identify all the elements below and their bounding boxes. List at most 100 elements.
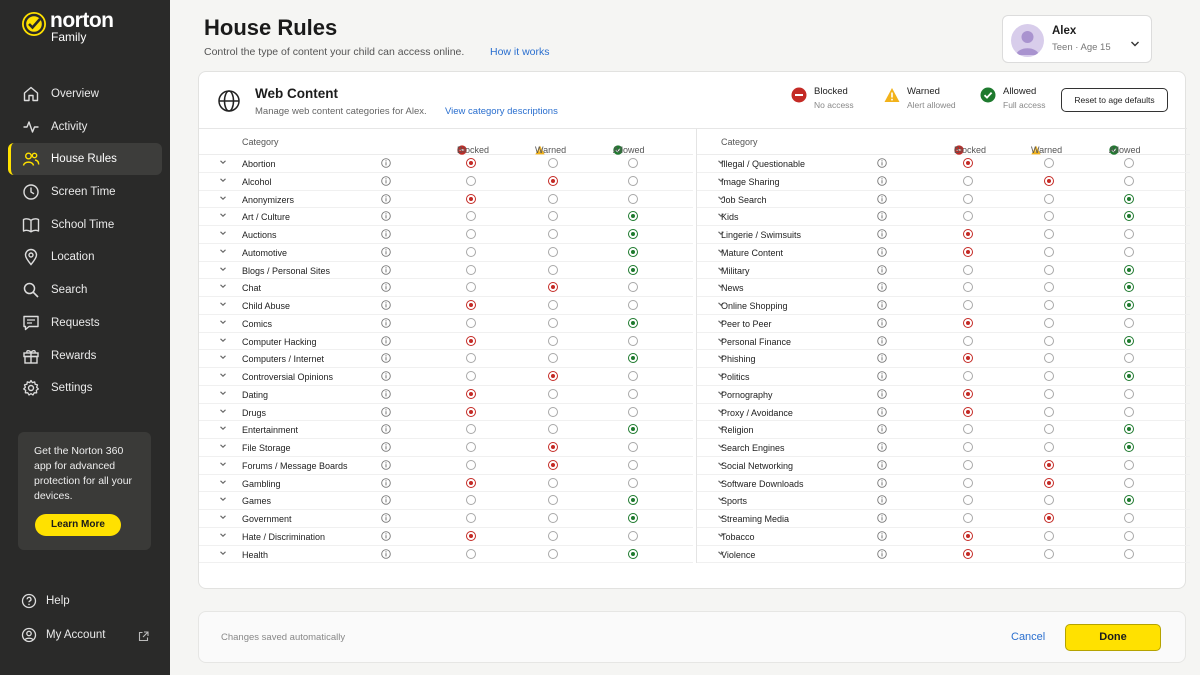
info-icon[interactable] (381, 211, 391, 221)
radio-allowed[interactable] (628, 478, 638, 488)
info-icon[interactable] (381, 513, 391, 523)
info-icon[interactable] (877, 247, 887, 257)
radio-allowed[interactable] (1124, 424, 1134, 434)
radio-warned[interactable] (548, 513, 558, 523)
radio-blocked[interactable] (963, 442, 973, 452)
radio-allowed[interactable] (628, 211, 638, 221)
radio-blocked[interactable] (466, 407, 476, 417)
radio-blocked[interactable] (466, 353, 476, 363)
radio-warned[interactable] (1044, 478, 1054, 488)
radio-warned[interactable] (548, 549, 558, 559)
radio-allowed[interactable] (1124, 318, 1134, 328)
table-row[interactable]: Comics (199, 315, 693, 333)
radio-blocked[interactable] (466, 495, 476, 505)
radio-warned[interactable] (548, 531, 558, 541)
table-row[interactable]: Automotive (199, 244, 693, 262)
radio-warned[interactable] (1044, 442, 1054, 452)
chevron-down-icon[interactable] (219, 300, 227, 310)
radio-warned[interactable] (548, 495, 558, 505)
info-icon[interactable] (381, 282, 391, 292)
radio-blocked[interactable] (963, 336, 973, 346)
radio-blocked[interactable] (963, 549, 973, 559)
info-icon[interactable] (381, 549, 391, 559)
info-icon[interactable] (381, 478, 391, 488)
table-row[interactable]: Gambling (199, 475, 693, 493)
done-button[interactable]: Done (1065, 624, 1161, 651)
radio-allowed[interactable] (628, 353, 638, 363)
sidebar-item-activity[interactable]: Activity (8, 111, 162, 143)
table-row[interactable]: Image Sharing (697, 173, 1190, 191)
view-descriptions-link[interactable]: View category descriptions (445, 106, 558, 117)
radio-blocked[interactable] (963, 318, 973, 328)
table-row[interactable]: Computer Hacking (199, 333, 693, 351)
radio-blocked[interactable] (466, 229, 476, 239)
radio-warned[interactable] (548, 371, 558, 381)
table-row[interactable]: Kids (697, 208, 1190, 226)
info-icon[interactable] (877, 194, 887, 204)
info-icon[interactable] (381, 442, 391, 452)
radio-allowed[interactable] (1124, 265, 1134, 275)
radio-blocked[interactable] (963, 407, 973, 417)
chevron-down-icon[interactable] (219, 336, 227, 346)
radio-blocked[interactable] (963, 176, 973, 186)
radio-allowed[interactable] (628, 336, 638, 346)
info-icon[interactable] (381, 300, 391, 310)
table-row[interactable]: Social Networking (697, 457, 1190, 475)
radio-allowed[interactable] (1124, 336, 1134, 346)
info-icon[interactable] (877, 300, 887, 310)
info-icon[interactable] (381, 495, 391, 505)
chevron-down-icon[interactable] (219, 229, 227, 239)
radio-blocked[interactable] (466, 318, 476, 328)
table-row[interactable]: Mature Content (697, 244, 1190, 262)
radio-blocked[interactable] (963, 229, 973, 239)
radio-warned[interactable] (1044, 531, 1054, 541)
table-row[interactable]: News (697, 279, 1190, 297)
table-row[interactable]: Illegal / Questionable (697, 155, 1190, 173)
chevron-down-icon[interactable] (219, 176, 227, 186)
info-icon[interactable] (877, 176, 887, 186)
sidebar-item-rewards[interactable]: Rewards (8, 340, 162, 372)
radio-allowed[interactable] (1124, 407, 1134, 417)
radio-allowed[interactable] (628, 247, 638, 257)
table-row[interactable]: Software Downloads (697, 475, 1190, 493)
chevron-down-icon[interactable] (219, 513, 227, 523)
info-icon[interactable] (381, 265, 391, 275)
radio-blocked[interactable] (466, 371, 476, 381)
radio-warned[interactable] (548, 407, 558, 417)
table-row[interactable]: Hate / Discrimination (199, 528, 693, 546)
radio-allowed[interactable] (628, 549, 638, 559)
radio-allowed[interactable] (1124, 176, 1134, 186)
radio-allowed[interactable] (1124, 531, 1134, 541)
radio-blocked[interactable] (466, 300, 476, 310)
radio-warned[interactable] (548, 460, 558, 470)
chevron-down-icon[interactable] (219, 424, 227, 434)
learn-more-button[interactable]: Learn More (35, 514, 121, 536)
info-icon[interactable] (877, 407, 887, 417)
norton-logo[interactable]: norton Family (22, 10, 132, 46)
radio-allowed[interactable] (1124, 353, 1134, 363)
info-icon[interactable] (877, 318, 887, 328)
info-icon[interactable] (877, 513, 887, 523)
radio-allowed[interactable] (628, 176, 638, 186)
radio-blocked[interactable] (963, 353, 973, 363)
table-row[interactable]: Streaming Media (697, 510, 1190, 528)
table-row[interactable]: Anonymizers (199, 191, 693, 209)
table-row[interactable]: Health (199, 546, 693, 564)
sidebar-item-location[interactable]: Location (8, 241, 162, 273)
info-icon[interactable] (381, 460, 391, 470)
radio-blocked[interactable] (963, 282, 973, 292)
table-row[interactable]: File Storage (199, 439, 693, 457)
radio-blocked[interactable] (963, 460, 973, 470)
radio-warned[interactable] (1044, 229, 1054, 239)
chevron-down-icon[interactable] (219, 282, 227, 292)
help-link[interactable]: Help (20, 592, 70, 610)
radio-allowed[interactable] (1124, 513, 1134, 523)
radio-warned[interactable] (1044, 371, 1054, 381)
table-row[interactable]: Job Search (697, 191, 1190, 209)
radio-warned[interactable] (548, 247, 558, 257)
radio-allowed[interactable] (1124, 194, 1134, 204)
radio-allowed[interactable] (628, 265, 638, 275)
table-row[interactable]: Online Shopping (697, 297, 1190, 315)
info-icon[interactable] (877, 282, 887, 292)
info-icon[interactable] (877, 371, 887, 381)
